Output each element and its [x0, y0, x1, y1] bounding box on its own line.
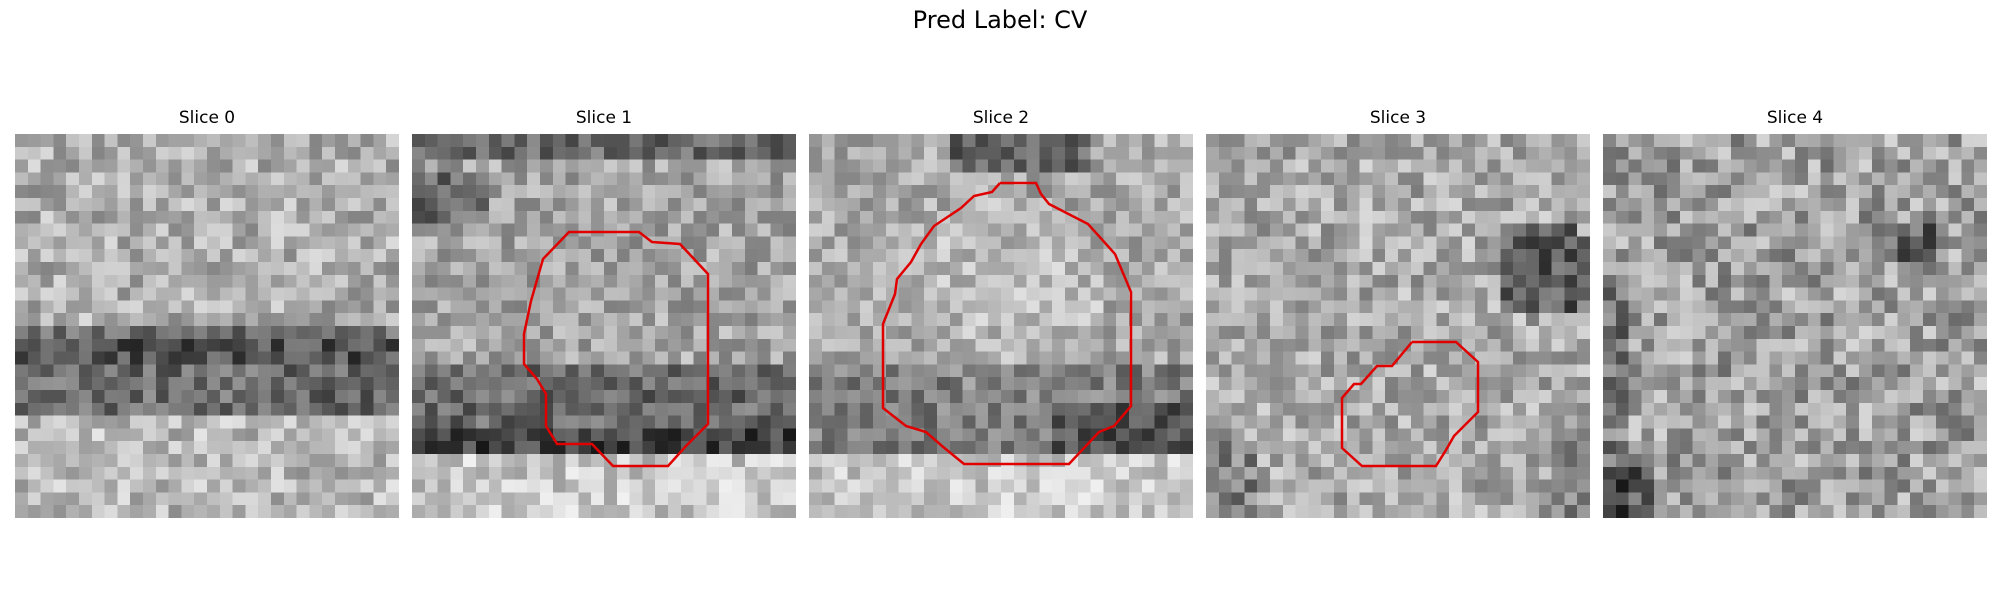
slice-panel-4: Slice 4 [1603, 108, 1987, 518]
segmentation-contour [412, 134, 796, 518]
slice-image [15, 134, 399, 518]
segmentation-contour [809, 134, 1193, 518]
slice-panel-1: Slice 1 [412, 108, 796, 518]
slice-image [412, 134, 796, 518]
slice-title: Slice 2 [809, 108, 1193, 128]
contour-line [524, 232, 708, 466]
contour-line [883, 183, 1131, 464]
slice-image [1206, 134, 1590, 518]
figure-title: Pred Label: CV [0, 6, 2000, 34]
slice-title: Slice 1 [412, 108, 796, 128]
slice-title: Slice 4 [1603, 108, 1987, 128]
slice-panel-3: Slice 3 [1206, 108, 1590, 518]
slice-image [809, 134, 1193, 518]
contour-line [1342, 342, 1478, 466]
slice-title: Slice 0 [15, 108, 399, 128]
segmentation-contour [1603, 134, 1987, 518]
segmentation-contour [15, 134, 399, 518]
slice-panel-2: Slice 2 [809, 108, 1193, 518]
slice-title: Slice 3 [1206, 108, 1590, 128]
segmentation-contour [1206, 134, 1590, 518]
slice-image [1603, 134, 1987, 518]
slice-panel-0: Slice 0 [15, 108, 399, 518]
